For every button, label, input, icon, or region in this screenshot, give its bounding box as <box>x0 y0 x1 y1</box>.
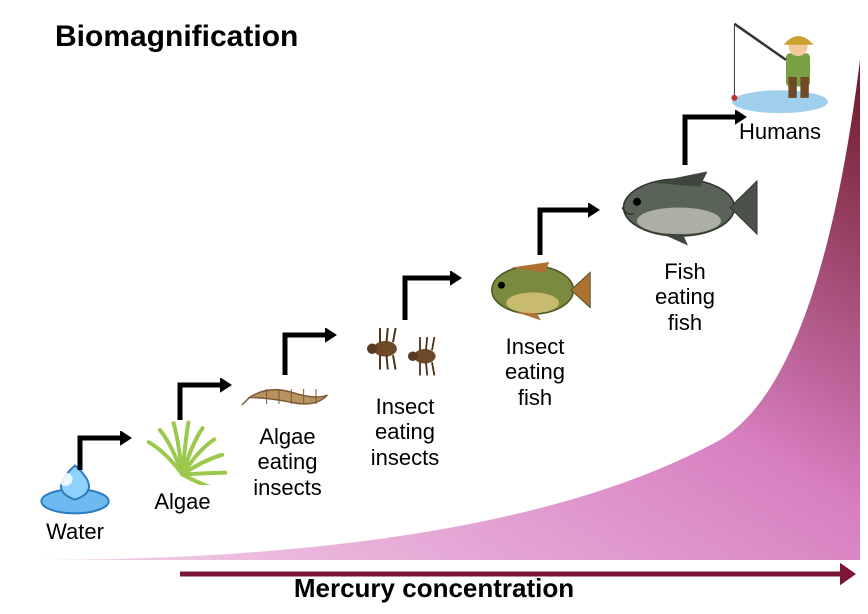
flow-arrow-0 <box>73 431 139 477</box>
flow-arrow-5 <box>678 110 754 172</box>
stage-label-iei: Insect eating insects <box>350 394 460 470</box>
flow-arrow-1 <box>173 378 239 427</box>
stage-ief: Insect eating fish <box>475 250 595 410</box>
bigfish-icon <box>610 160 760 255</box>
flow-arrow-3 <box>398 271 469 327</box>
stage-algae: Algae <box>135 415 230 514</box>
stage-label-algae: Algae <box>135 489 230 514</box>
smallfish-icon <box>475 250 595 330</box>
stage-label-aei: Algae eating insects <box>240 424 335 500</box>
axis-arrow <box>180 558 860 590</box>
stage-iei: Insect eating insects <box>350 315 460 470</box>
flow-arrow-2 <box>278 328 344 382</box>
stage-label-fef: Fish eating fish <box>610 259 760 335</box>
stage-label-ief: Insect eating fish <box>475 334 595 410</box>
flow-arrow-4 <box>533 203 607 262</box>
stage-aei: Algae eating insects <box>240 370 335 500</box>
fisher-icon <box>720 20 840 115</box>
stage-label-water: Water <box>35 519 115 544</box>
stage-fef: Fish eating fish <box>610 160 760 335</box>
